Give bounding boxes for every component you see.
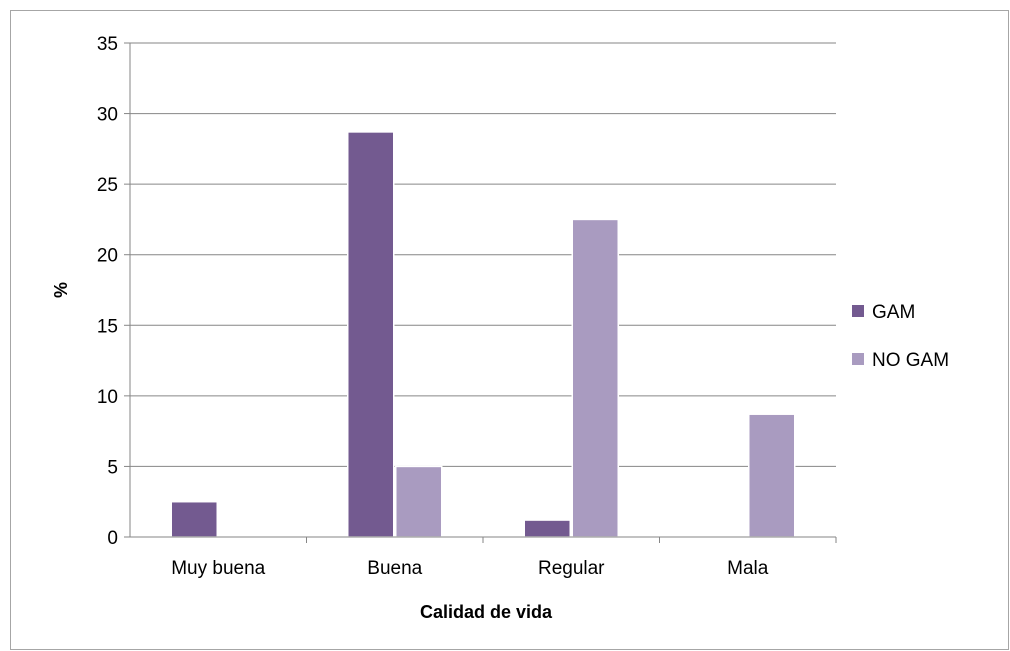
x-tick-label: Muy buena	[171, 558, 265, 579]
x-tick-labels: Muy buena Buena Regular Mala	[171, 558, 769, 579]
legend: GAM NO GAM	[852, 302, 949, 371]
y-tick-label: 30	[97, 105, 118, 126]
bar-gam	[170, 500, 218, 538]
y-tick-label: 25	[97, 175, 118, 196]
bars	[170, 131, 796, 538]
legend-swatch	[852, 305, 864, 317]
x-axis-title: Calidad de vida	[420, 602, 553, 622]
y-tick-label: 0	[107, 528, 118, 549]
bar-no-gam	[748, 413, 796, 538]
y-tick-label: 5	[107, 457, 118, 478]
legend-label: GAM	[872, 302, 915, 323]
y-tick-labels: 0 5 10 15 20 25 30 35	[97, 34, 118, 549]
y-tick-label: 20	[97, 246, 118, 267]
bar-gam	[523, 519, 571, 538]
y-tick-label: 35	[97, 34, 118, 55]
gridlines	[124, 42, 837, 543]
y-tick-label: 15	[97, 316, 118, 337]
y-tick-label: 10	[97, 387, 118, 408]
x-tick-label: Mala	[727, 558, 769, 579]
bar-no-gam	[395, 465, 443, 538]
y-axis-title: %	[51, 282, 71, 298]
legend-swatch	[852, 353, 864, 365]
x-tick-label: Buena	[367, 558, 422, 579]
chart-frame	[10, 10, 1009, 650]
bar-gam	[347, 131, 395, 538]
x-tick-label: Regular	[538, 558, 605, 579]
bar-no-gam	[571, 218, 619, 538]
legend-label: NO GAM	[872, 350, 949, 371]
